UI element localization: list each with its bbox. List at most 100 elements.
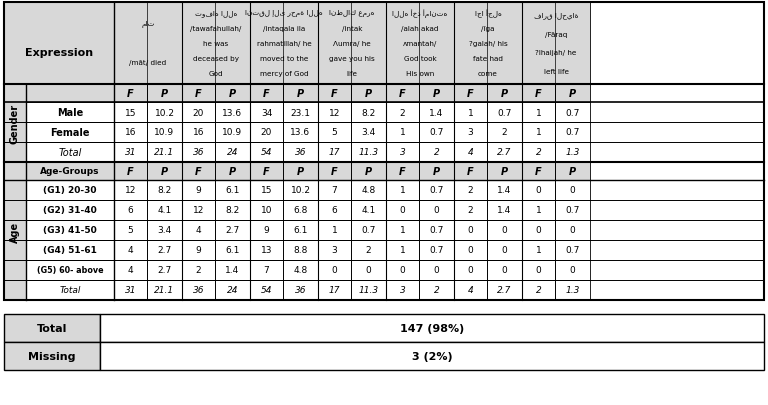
Bar bbox=[318, 280, 351, 300]
Bar bbox=[419, 220, 454, 241]
Bar bbox=[386, 260, 419, 280]
Bar bbox=[419, 260, 454, 280]
Bar bbox=[522, 260, 555, 280]
Text: P: P bbox=[229, 166, 236, 177]
Text: His own: His own bbox=[406, 71, 434, 77]
Bar bbox=[318, 220, 351, 241]
Text: F: F bbox=[127, 89, 134, 99]
Text: مات: مات bbox=[141, 21, 154, 28]
Text: 16: 16 bbox=[193, 128, 204, 137]
Bar bbox=[147, 103, 182, 123]
Bar bbox=[182, 260, 215, 280]
Text: rahmatillah/ he: rahmatillah/ he bbox=[257, 41, 311, 47]
Text: F: F bbox=[399, 89, 406, 99]
Bar bbox=[114, 260, 147, 280]
Text: F: F bbox=[195, 89, 202, 99]
Bar bbox=[487, 85, 522, 103]
Text: 0: 0 bbox=[434, 206, 439, 215]
Bar bbox=[386, 181, 419, 200]
Text: /Fāraq: /Fāraq bbox=[545, 32, 568, 37]
Text: deceased by: deceased by bbox=[193, 56, 239, 62]
Bar bbox=[215, 280, 250, 300]
Bar bbox=[283, 260, 318, 280]
Bar bbox=[419, 162, 454, 181]
Bar bbox=[215, 241, 250, 260]
Bar bbox=[386, 103, 419, 123]
Bar bbox=[555, 123, 590, 143]
Text: mercy of God: mercy of God bbox=[260, 71, 308, 77]
Text: 36: 36 bbox=[295, 148, 306, 157]
Bar bbox=[386, 143, 419, 162]
Bar bbox=[522, 181, 555, 200]
Bar bbox=[283, 162, 318, 181]
Text: 0: 0 bbox=[570, 226, 575, 235]
Text: 36: 36 bbox=[295, 286, 306, 295]
Text: 36: 36 bbox=[193, 148, 204, 157]
Bar bbox=[250, 280, 283, 300]
Bar bbox=[318, 260, 351, 280]
Bar bbox=[182, 3, 250, 85]
Text: 2.7: 2.7 bbox=[498, 148, 511, 157]
Bar bbox=[555, 220, 590, 241]
Bar bbox=[182, 200, 215, 220]
Bar bbox=[147, 220, 182, 241]
Text: Male: Male bbox=[57, 108, 83, 118]
Text: /tawafahullah/: /tawafahullah/ bbox=[190, 26, 242, 32]
Bar bbox=[215, 143, 250, 162]
Bar bbox=[386, 280, 419, 300]
Text: (G1) 20-30: (G1) 20-30 bbox=[43, 186, 97, 195]
Text: 13: 13 bbox=[261, 246, 272, 255]
Bar bbox=[147, 280, 182, 300]
Bar bbox=[147, 260, 182, 280]
Text: 4: 4 bbox=[127, 246, 134, 255]
Bar bbox=[250, 181, 283, 200]
Text: 23.1: 23.1 bbox=[290, 108, 310, 117]
Text: P: P bbox=[365, 166, 372, 177]
Text: F: F bbox=[535, 166, 541, 177]
Text: 3: 3 bbox=[399, 148, 406, 157]
Bar bbox=[26, 260, 114, 280]
Text: 10: 10 bbox=[261, 206, 272, 215]
Bar bbox=[522, 143, 555, 162]
Text: 1.4: 1.4 bbox=[429, 108, 444, 117]
Bar bbox=[147, 143, 182, 162]
Bar bbox=[522, 200, 555, 220]
Text: 17: 17 bbox=[329, 148, 340, 157]
Text: 6: 6 bbox=[127, 206, 134, 215]
Bar bbox=[386, 123, 419, 143]
Bar bbox=[283, 103, 318, 123]
Bar bbox=[250, 200, 283, 220]
Text: Total: Total bbox=[58, 148, 81, 158]
Text: P: P bbox=[161, 89, 168, 99]
Bar bbox=[386, 3, 454, 85]
Text: 8.2: 8.2 bbox=[225, 206, 240, 215]
Bar bbox=[283, 123, 318, 143]
Bar bbox=[555, 241, 590, 260]
Text: فارق الحياة: فارق الحياة bbox=[534, 12, 578, 19]
Text: 3 (2%): 3 (2%) bbox=[412, 351, 452, 361]
Text: P: P bbox=[365, 89, 372, 99]
Text: 1: 1 bbox=[535, 128, 541, 137]
Text: /māt/ died: /māt/ died bbox=[129, 60, 167, 66]
Text: 2: 2 bbox=[468, 206, 473, 215]
Text: 0.7: 0.7 bbox=[565, 108, 580, 117]
Text: 0: 0 bbox=[570, 266, 575, 275]
Bar bbox=[182, 123, 215, 143]
Bar bbox=[250, 3, 318, 85]
Text: Total: Total bbox=[59, 286, 81, 295]
Bar bbox=[454, 123, 487, 143]
Bar bbox=[454, 85, 487, 103]
Text: 1.4: 1.4 bbox=[225, 266, 240, 275]
Bar bbox=[147, 181, 182, 200]
Bar bbox=[26, 220, 114, 241]
Bar bbox=[283, 241, 318, 260]
Text: 1: 1 bbox=[468, 108, 473, 117]
Bar bbox=[318, 85, 351, 103]
Bar bbox=[4, 3, 114, 103]
Text: he was: he was bbox=[204, 41, 229, 47]
Text: 2: 2 bbox=[502, 128, 508, 137]
Text: ?galah/ his: ?galah/ his bbox=[468, 41, 508, 47]
Text: 2.7: 2.7 bbox=[498, 286, 511, 295]
Text: 2.7: 2.7 bbox=[225, 226, 240, 235]
Text: 9: 9 bbox=[196, 246, 201, 255]
